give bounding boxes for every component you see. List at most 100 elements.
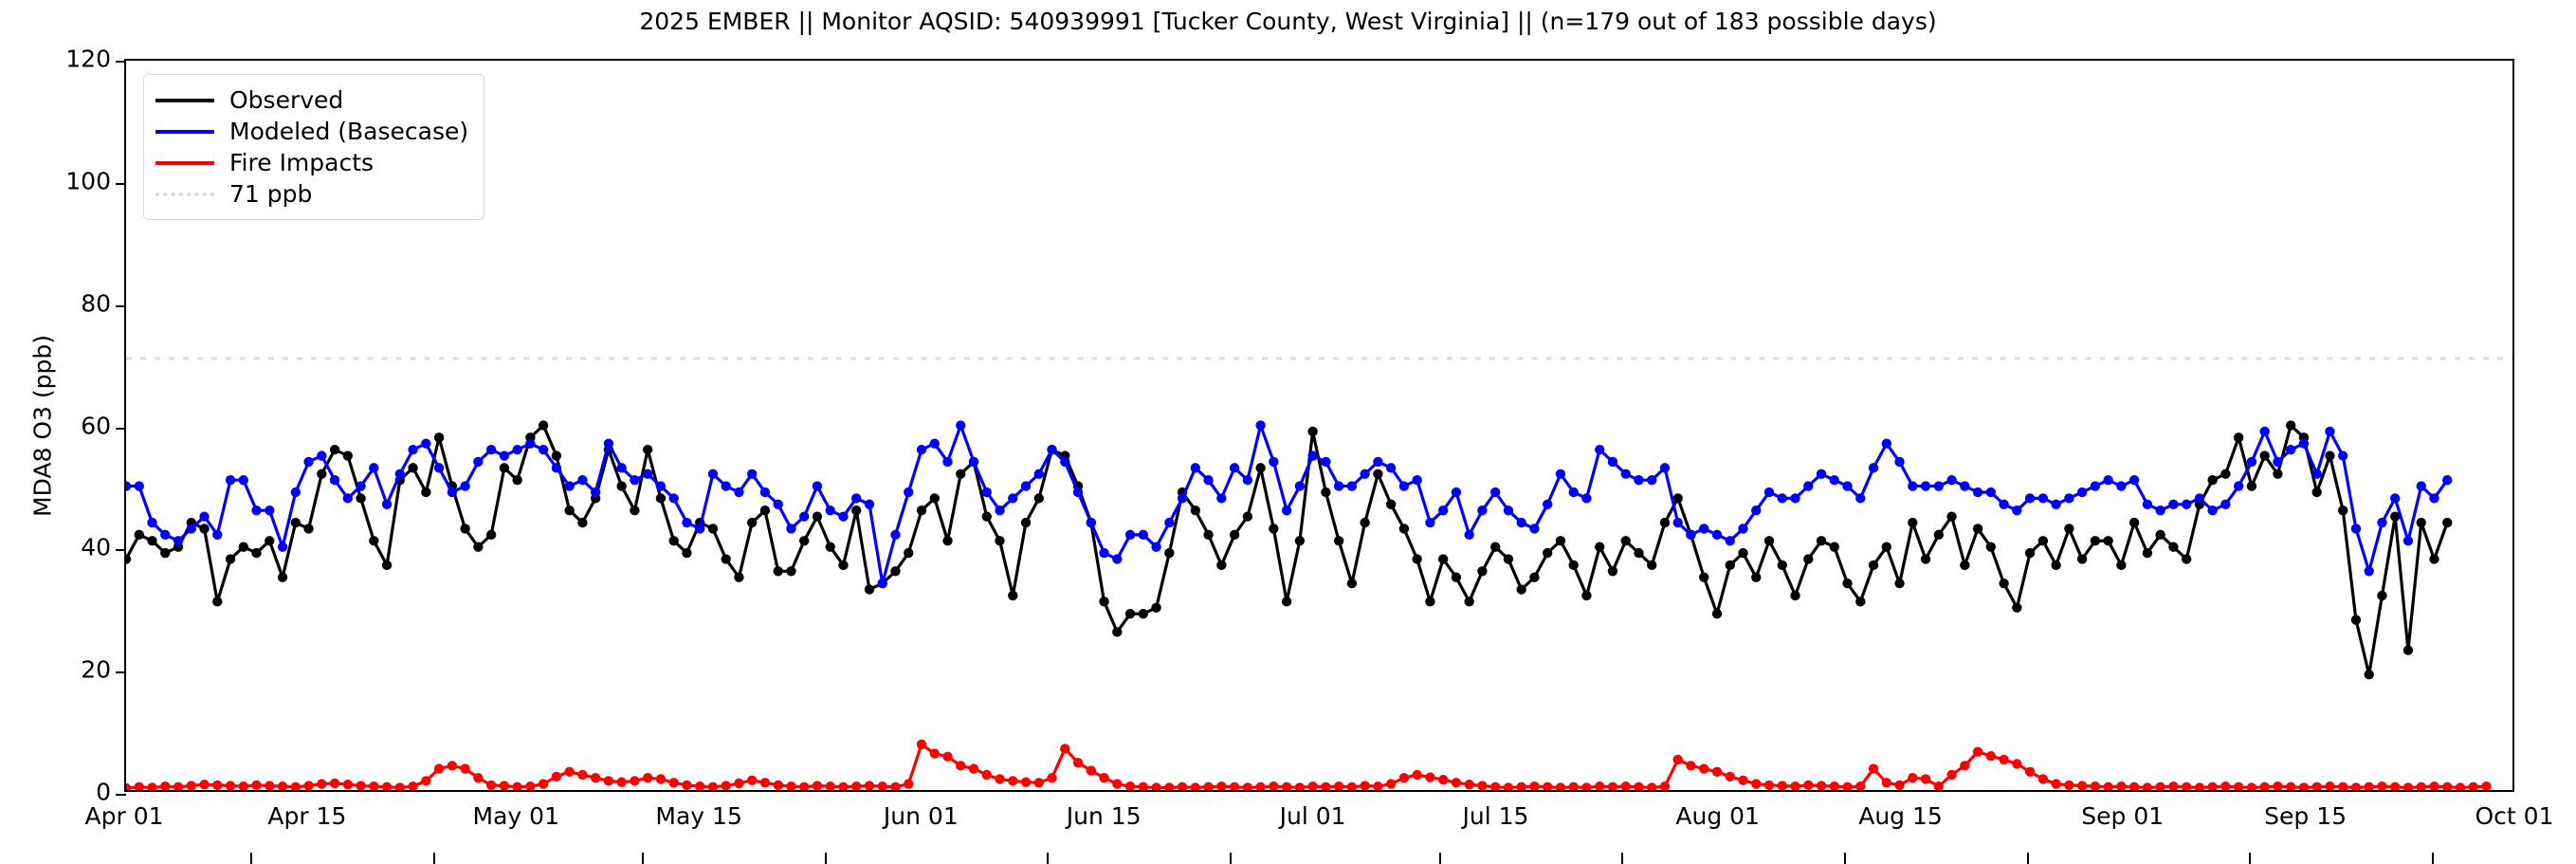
data-point [2090,781,2101,790]
data-point [525,438,536,449]
data-point [290,517,301,528]
data-point [512,444,522,455]
data-point [838,781,849,790]
data-point [1686,529,1696,541]
x-tick-label: Sep 01 [2081,802,2165,830]
series-line [126,423,2449,585]
data-point [2311,781,2322,790]
legend-label-threshold: 71 ppb [229,180,313,208]
data-point [1868,463,1879,473]
x-tick-label: Apr 01 [84,802,164,830]
data-point [408,444,418,455]
data-point [1568,487,1579,498]
data-point [134,529,144,541]
data-point [2024,493,2036,504]
data-point [1672,517,1683,528]
data-point [485,529,497,541]
data-point [421,776,431,786]
data-point [2350,615,2362,625]
data-point [1842,781,1853,790]
data-point [851,781,862,790]
data-point [1190,463,1201,473]
data-point [2116,481,2127,491]
data-point [1033,493,1044,504]
data-point [1242,511,1253,522]
x-tick-label: May 15 [655,802,742,830]
data-point [1008,776,1018,786]
data-point [1216,781,1227,790]
data-point [2390,493,2401,504]
data-point [147,536,157,546]
data-point [2402,782,2414,790]
data-point [290,781,301,790]
data-point [2155,529,2165,541]
data-point [1346,781,1358,790]
data-point [1711,608,1723,619]
data-point [2103,475,2113,486]
data-point [1437,774,1449,785]
x-tick-mark [432,853,435,864]
data-point [2429,493,2439,504]
data-point [1437,554,1449,564]
data-point [421,438,431,449]
data-point [2155,781,2165,790]
data-point [799,781,810,790]
series-layer [126,420,2492,790]
data-point [1412,475,1422,486]
data-point [329,778,340,789]
data-point [199,524,210,534]
data-point [1294,481,1306,491]
data-point [1555,536,1566,546]
data-point [1960,761,1970,771]
data-point [1124,608,1136,619]
data-point [1138,608,1149,619]
data-point [1346,481,1358,491]
data-point [707,524,719,534]
data-point [1333,481,1344,491]
data-point [1881,438,1891,449]
data-point [1138,781,1149,790]
data-point [485,780,497,790]
data-point [186,524,196,534]
data-point [1151,782,1161,790]
data-point [277,542,288,552]
data-point [1242,782,1253,790]
data-point [2442,781,2453,790]
data-point [1464,597,1474,607]
data-point [1855,781,1866,790]
x-tick-mark [1230,853,1233,864]
data-point [2037,536,2049,546]
data-point [2364,781,2374,790]
data-point [2350,782,2362,790]
data-point [381,499,393,509]
data-point [838,511,849,522]
data-point [825,781,835,790]
data-point [1725,771,1735,782]
y-tick-label: 60 [81,412,111,439]
data-point [251,547,262,559]
x-tick-mark [1047,853,1050,864]
data-point [1999,499,2009,509]
data-point [890,566,901,577]
data-point [1242,475,1253,486]
y-tick-mark [116,671,126,674]
data-point [2468,781,2478,790]
data-point [1346,578,1358,589]
data-point [1269,524,1279,534]
data-point [317,450,327,461]
data-point [2259,450,2270,461]
data-point [356,493,366,504]
y-tick-mark [116,794,126,796]
data-point [1190,782,1201,790]
data-point [186,781,196,790]
data-point [734,572,744,582]
data-point [564,766,575,777]
data-point [1269,781,1279,790]
data-point [473,542,484,552]
legend-label-observed: Observed [229,86,344,114]
data-point [2012,506,2022,516]
data-point [460,524,470,534]
data-point [1581,782,1592,790]
data-point [1672,754,1683,765]
